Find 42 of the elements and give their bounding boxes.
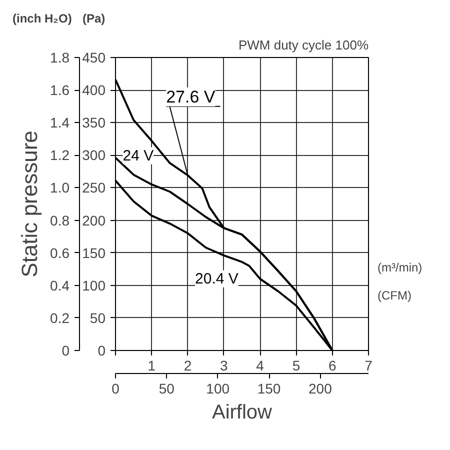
x2-tick-label: 150 <box>257 380 281 396</box>
x-tick-label: 5 <box>292 358 300 374</box>
y-tick-label: 0 <box>98 342 106 358</box>
y-tick-label: 200 <box>82 212 106 228</box>
y2-axis-title: Static pressure <box>17 130 42 278</box>
y2-tick-label: 1.0 <box>50 180 70 196</box>
x-tick-label: 4 <box>256 358 264 374</box>
y-tick-label: 450 <box>82 50 106 66</box>
y2-tick-label: 0 <box>62 342 70 358</box>
y2-tick-label: 0.2 <box>50 310 70 326</box>
text: (m³/min) <box>378 260 422 274</box>
x-tick-label: 1 <box>148 358 156 374</box>
text: (CFM) <box>378 288 412 302</box>
y2-tick-label: 1.6 <box>50 82 70 98</box>
x2-tick-label: 0 <box>112 380 120 396</box>
chart-title: PWM duty cycle 100% <box>238 38 369 52</box>
y2-tick-label: 1.8 <box>50 50 70 66</box>
y2-tick-label: 0.8 <box>50 212 70 228</box>
x-tick-label: 6 <box>328 358 336 374</box>
legend-label: 24 V <box>122 147 154 164</box>
text: (inch H₂O) <box>12 12 72 26</box>
y-tick-label: 50 <box>90 310 106 326</box>
x-tick-label: 7 <box>364 358 373 374</box>
x2-tick-label: 50 <box>158 380 175 396</box>
y-tick-label: 150 <box>82 244 106 261</box>
y2-tick-label: 0.6 <box>50 244 70 261</box>
x-tick-label: 2 <box>184 358 192 374</box>
y-tick-label: 400 <box>82 82 106 98</box>
x-tick-label: 3 <box>220 358 228 374</box>
y-tick-label: 350 <box>82 114 106 131</box>
y-tick-label: 300 <box>82 147 106 164</box>
x2-tick-label: 200 <box>308 380 332 396</box>
y2-tick-label: 1.4 <box>50 114 70 131</box>
series-label: 20.4 V <box>195 270 238 288</box>
y-tick-label: 250 <box>82 180 106 196</box>
y2-tick-label: 0.4 <box>50 277 70 294</box>
y-tick-label: 100 <box>82 277 106 294</box>
x2-tick-label: 100 <box>206 380 230 396</box>
y2-tick-label: 1.2 <box>50 147 70 164</box>
series-label: 27.6 V <box>166 87 216 106</box>
x2-axis-title: Airflow <box>212 402 273 424</box>
text: (Pa) <box>82 12 106 26</box>
